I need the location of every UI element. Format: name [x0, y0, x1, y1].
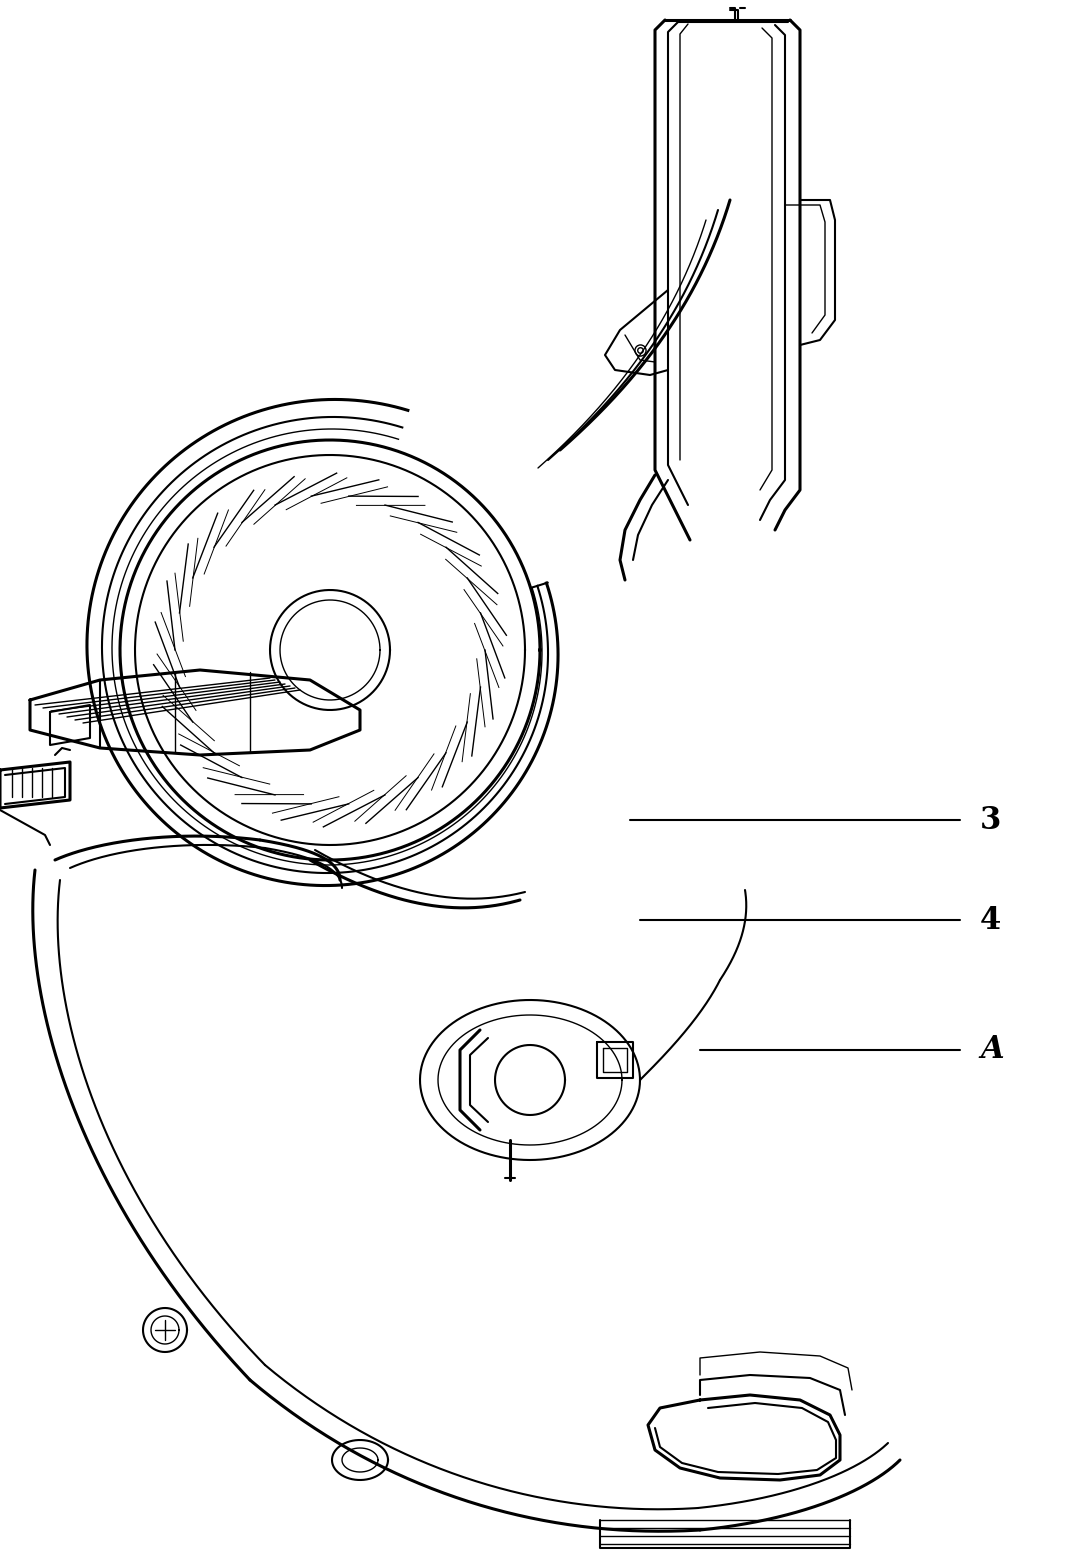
Text: 3: 3 [980, 805, 1001, 836]
Text: 4: 4 [980, 905, 1001, 936]
Text: A: A [980, 1034, 1004, 1065]
